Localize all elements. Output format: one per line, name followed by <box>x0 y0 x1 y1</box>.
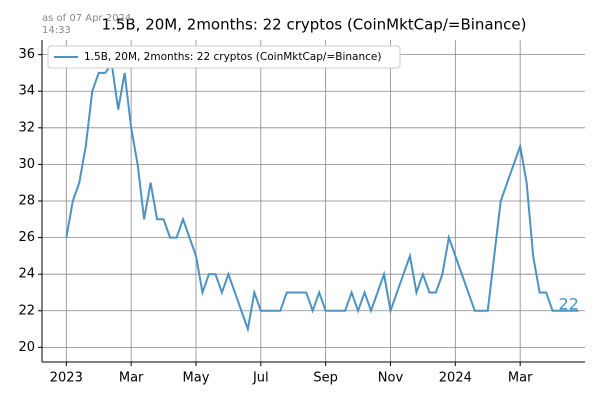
x-tick-label: 2024 <box>439 371 472 386</box>
note: 14:33 <box>42 25 71 36</box>
x-tick-label: 2023 <box>50 371 83 386</box>
y-tick-label: 32 <box>18 120 35 135</box>
y-tick-label: 28 <box>18 194 35 209</box>
y-tick-label: 34 <box>18 84 35 99</box>
y-tick-label: 36 <box>18 47 35 62</box>
y-tick-label: 20 <box>18 340 35 355</box>
y-tick-label: 30 <box>18 157 35 172</box>
legend-label: 1.5B, 20M, 2months: 22 cryptos (CoinMktC… <box>84 51 381 63</box>
line <box>65 61 579 333</box>
x-tick-label: May <box>183 371 210 386</box>
x-tick-label: Sep <box>313 371 338 386</box>
x-tick-label: Jul <box>252 371 269 386</box>
y-tick-label: 24 <box>18 267 35 282</box>
y-tick-label: 22 <box>18 303 35 318</box>
y-tick-label: 26 <box>18 230 35 245</box>
note: as of 07 Apr 2024 <box>42 13 131 24</box>
x-tick-label: Mar <box>508 371 533 386</box>
chart-title: 1.5B, 20M, 2months: 22 cryptos (CoinMktC… <box>102 16 527 34</box>
legend-box <box>47 45 401 69</box>
end-label: 22 <box>559 294 579 313</box>
x-tick-label: Mar <box>119 371 144 386</box>
x-tick-label: Nov <box>378 371 404 386</box>
